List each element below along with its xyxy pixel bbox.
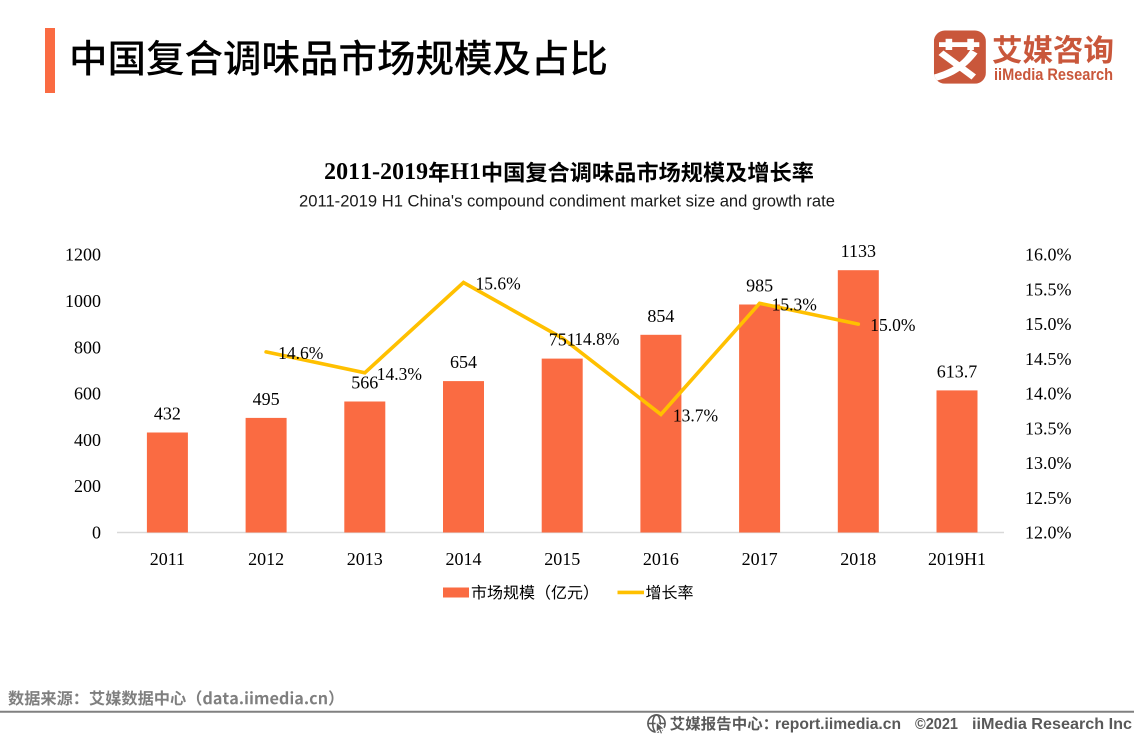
svg-text:1133: 1133 — [841, 241, 876, 261]
svg-text:432: 432 — [154, 404, 181, 424]
svg-text:15.6%: 15.6% — [476, 274, 521, 294]
svg-text:iiMedia Research: iiMedia Research — [994, 66, 1113, 84]
svg-text:751: 751 — [549, 330, 576, 350]
svg-text:613.7: 613.7 — [937, 361, 978, 381]
svg-text:2018: 2018 — [840, 549, 876, 569]
svg-text:1000: 1000 — [65, 291, 101, 311]
svg-text:15.3%: 15.3% — [772, 294, 817, 314]
svg-text:2011-2019 H1 China's compound: 2011-2019 H1 China's compound condiment … — [299, 192, 835, 211]
svg-text:495: 495 — [253, 389, 280, 409]
svg-text:14.5%: 14.5% — [1025, 349, 1072, 369]
svg-text:report.iimedia.cn: report.iimedia.cn — [775, 716, 901, 733]
svg-text:2017: 2017 — [742, 549, 778, 569]
svg-text:200: 200 — [74, 476, 101, 496]
svg-text:2014: 2014 — [446, 549, 482, 569]
svg-text:854: 854 — [647, 306, 674, 326]
svg-text:2011: 2011 — [150, 549, 185, 569]
svg-text:14.8%: 14.8% — [574, 329, 619, 349]
svg-text:400: 400 — [74, 430, 101, 450]
svg-text:12.5%: 12.5% — [1025, 488, 1072, 508]
svg-text:13.7%: 13.7% — [673, 405, 718, 425]
svg-text:1200: 1200 — [65, 245, 101, 265]
svg-text:2013: 2013 — [347, 549, 383, 569]
svg-text:600: 600 — [74, 384, 101, 404]
svg-text:13.0%: 13.0% — [1025, 453, 1072, 473]
svg-text:15.0%: 15.0% — [1025, 314, 1072, 334]
svg-text:14.6%: 14.6% — [278, 343, 323, 363]
svg-text:654: 654 — [450, 352, 477, 372]
svg-text:800: 800 — [74, 337, 101, 357]
svg-text:566: 566 — [351, 373, 378, 393]
svg-text:15.0%: 15.0% — [870, 315, 915, 335]
svg-text:12.0%: 12.0% — [1025, 523, 1072, 543]
svg-text:985: 985 — [746, 276, 773, 296]
svg-text:13.5%: 13.5% — [1025, 418, 1072, 438]
svg-text:14.3%: 14.3% — [377, 364, 422, 384]
svg-text:0: 0 — [92, 523, 101, 543]
svg-text:2019H1: 2019H1 — [928, 549, 986, 569]
svg-text:2015: 2015 — [544, 549, 580, 569]
svg-text:2012: 2012 — [248, 549, 284, 569]
svg-text:iiMedia Research Inc: iiMedia Research Inc — [972, 716, 1132, 733]
svg-text:©2021: ©2021 — [915, 716, 958, 733]
svg-text:2016: 2016 — [643, 549, 679, 569]
svg-text:15.5%: 15.5% — [1025, 279, 1072, 299]
svg-text:16.0%: 16.0% — [1025, 245, 1072, 265]
svg-text:14.0%: 14.0% — [1025, 384, 1072, 404]
